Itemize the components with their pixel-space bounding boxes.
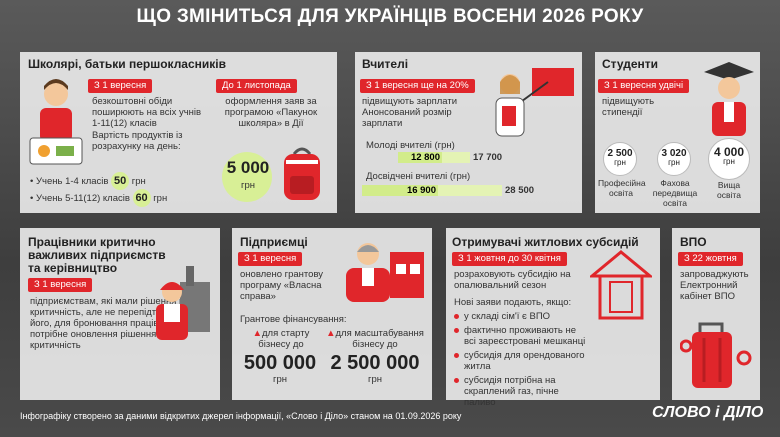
item-text: у складі сім'ї є ВПО — [464, 311, 551, 322]
unit: грн — [273, 374, 287, 385]
unit: грн — [131, 176, 146, 187]
amount-bg — [222, 152, 272, 202]
bullet — [454, 328, 459, 333]
card-title: Вчителі — [362, 57, 409, 71]
label: Учень 1-4 класів — [35, 176, 109, 187]
amount: 5 000 — [226, 158, 270, 177]
card-title: Студенти — [602, 57, 659, 71]
text: Анонсований розмір зарплати — [362, 107, 452, 129]
item-text: субсидія для орендованого житла — [464, 350, 585, 372]
price-row: • Учень 5-11(12) класів 60 грн — [30, 189, 167, 207]
label: для старту бізнесу до — [258, 328, 310, 350]
price-row: • Учень 1-4 класів 50 грн — [30, 172, 146, 190]
card-title: ВПО — [680, 235, 707, 249]
label: Вища освіта — [717, 180, 741, 200]
amount-circle: 3 020 грн — [657, 142, 691, 176]
card-title: Працівники критично важливих підприємств… — [28, 235, 166, 275]
unit: грн — [241, 180, 255, 191]
text: безкоштовні обіди поширюють на всіх учні… — [92, 96, 202, 129]
label: Учень 5-11(12) класів — [35, 193, 130, 204]
unit: грн — [614, 158, 626, 167]
amount: 500 000 — [243, 352, 317, 374]
row-label: Молоді вчителі (грн) — [366, 140, 455, 151]
label: Фахова передвища освіта — [652, 178, 698, 208]
icon — [704, 62, 754, 136]
note: Нові заяви подають, якщо: — [454, 297, 572, 308]
tag: З 1 вересня — [28, 278, 93, 292]
item-text: субсидія потрібна на скраплений газ, піч… — [464, 375, 559, 408]
row-label: Досвідчені вчителі (грн) — [366, 171, 471, 182]
unit: грн — [723, 157, 735, 166]
amount: 50 — [111, 172, 130, 190]
tag: З 1 жовтня до 30 квітня — [452, 252, 567, 266]
grant-label: ▲для старту бізнесу до — [252, 328, 310, 350]
unit: грн — [668, 158, 680, 167]
amount-circle: 2 500 грн — [603, 142, 637, 176]
bar-value: 17 700 — [473, 152, 503, 163]
amount-circle: 4 000 грн — [708, 138, 750, 180]
text: Вартість продуктів із розрахунку на день… — [92, 130, 183, 152]
list-item: у складі сім'ї є ВПО — [454, 311, 589, 322]
text: оформлення заяв за програмою «Пакунок шк… — [224, 96, 318, 129]
text: оновлено грантову програму «Власна справ… — [240, 269, 324, 302]
bar-value: 28 500 — [505, 185, 535, 196]
list: у складі сім'ї є ВПО фактично проживають … — [454, 311, 654, 411]
note: Грантове фінансування: — [240, 314, 347, 325]
icon — [680, 322, 752, 388]
amount: 4 000 — [713, 145, 745, 159]
bar-value: 16 900 — [362, 185, 438, 196]
card-title: Підприємці — [240, 235, 308, 249]
unit: грн — [153, 193, 168, 204]
text: підвищують стипендії — [602, 96, 655, 118]
item-text: фактично проживають не всі зареєстровані… — [464, 325, 586, 347]
unit: грн — [368, 374, 382, 385]
bullet — [454, 353, 459, 358]
tag: З 1 вересня ще на 20% — [360, 79, 475, 93]
text: підприємствам, які мали рішення про крит… — [30, 296, 195, 351]
amount: 2 500 000 — [330, 352, 420, 374]
text: запроваджують Електронний кабінет ВПО — [680, 269, 749, 302]
amount: 2 500 — [607, 148, 633, 159]
bar-value: 12 800 — [398, 152, 442, 163]
icon — [590, 250, 652, 320]
tag: З 1 вересня — [88, 79, 153, 93]
logo: СЛОВО і ДІЛО — [652, 404, 764, 421]
footer-source: Інфографіку створено за даними відкритих… — [20, 411, 462, 421]
icon — [156, 266, 210, 340]
icon — [495, 68, 574, 137]
bullet — [454, 314, 459, 319]
list-item: субсидія для орендованого житла — [454, 350, 589, 372]
bullet — [454, 378, 459, 383]
grant-label: ▲для масштабування бізнесу до — [326, 328, 424, 350]
label: для масштабування бізнесу до — [335, 328, 424, 350]
amount: 3 020 — [661, 148, 687, 159]
text: розраховують субсидію на опалювальний се… — [454, 269, 571, 291]
amount: 60 — [132, 189, 151, 207]
tag: З 1 вересня — [238, 252, 303, 266]
icon — [284, 147, 320, 200]
icon — [29, 79, 83, 165]
label: Професійна освіта — [598, 178, 646, 198]
tag: До 1 листопада — [216, 79, 297, 93]
icon — [346, 243, 424, 302]
list-item: субсидія потрібна на скраплений газ, піч… — [454, 375, 589, 408]
text: підвищують зарплати — [362, 96, 458, 107]
tag: З 1 вересня удвічі — [598, 79, 690, 93]
tag: З 22 жовтня — [678, 252, 743, 266]
title: ЩО ЗМІНИТЬСЯ ДЛЯ УКРАЇНЦІВ ВОСЕНИ 2026 Р… — [136, 6, 644, 27]
list-item: фактично проживають не всі зареєстровані… — [454, 325, 589, 347]
card-title: Отримувачі житлових субсидій — [452, 235, 639, 249]
card-title: Школярі, батьки першокласників — [28, 57, 226, 71]
